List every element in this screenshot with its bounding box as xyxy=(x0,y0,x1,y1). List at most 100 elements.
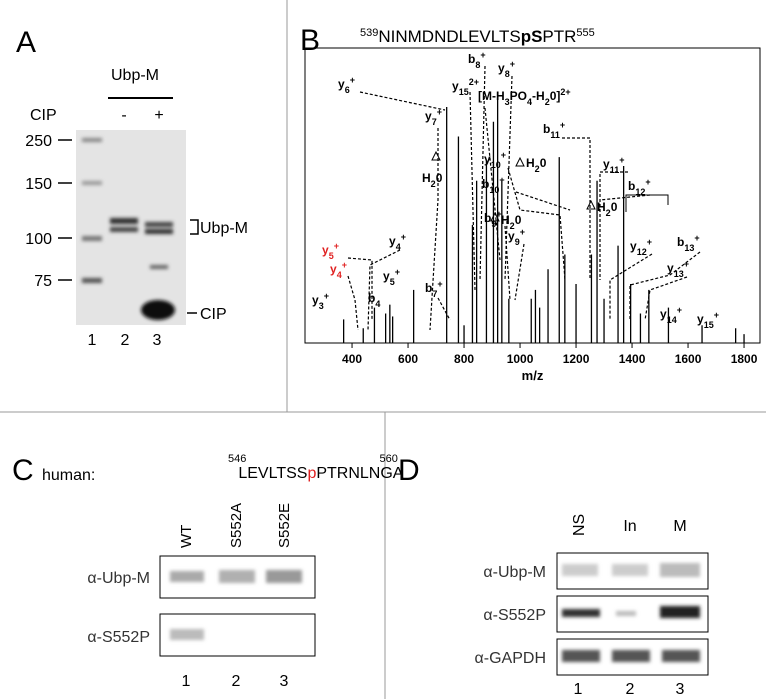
ion-part: 0 xyxy=(540,156,547,170)
panel-label: D xyxy=(398,454,420,487)
treatment: + xyxy=(154,107,163,124)
blot-bands xyxy=(562,563,700,662)
ion-part: + xyxy=(480,50,485,60)
ion-part: b xyxy=(482,177,489,191)
ion-label: y4+ xyxy=(330,260,347,280)
marker-label: 150 xyxy=(25,176,52,193)
ion-part: b xyxy=(484,211,491,225)
ion-label: y5+ xyxy=(322,241,339,261)
ion-label: H20 xyxy=(597,200,618,218)
plot-frame xyxy=(304,47,761,344)
ion-part: + xyxy=(334,241,339,251)
lane-number: 3 xyxy=(153,332,162,349)
ion-part: 12 xyxy=(637,247,647,257)
leader-lines xyxy=(347,65,701,331)
ion-label: b9+ xyxy=(484,209,502,229)
ion-part: H xyxy=(597,200,606,214)
ion-part: 2 xyxy=(545,97,550,107)
ion-part: 13 xyxy=(674,269,684,279)
ion-part: PO xyxy=(510,89,527,103)
ion-part: y xyxy=(603,157,610,171)
ion-part: + xyxy=(350,75,355,85)
sequence: PTR xyxy=(542,27,576,46)
ion-part: 2 xyxy=(431,179,436,189)
ion-label: y8+ xyxy=(498,59,515,79)
ion-part: 5 xyxy=(390,277,395,287)
ion-part: 8 xyxy=(475,60,480,70)
ion-label: y14+ xyxy=(660,305,682,325)
ion-part: y xyxy=(312,293,319,307)
ion-part: 0 xyxy=(611,200,618,214)
ion-part: 0] xyxy=(550,89,561,103)
ion-part: 11 xyxy=(550,130,560,140)
ion-part: 4 xyxy=(337,270,342,280)
ion-part: 3 xyxy=(319,301,324,311)
ion-label: y7+ xyxy=(425,107,442,127)
phospho-site: pS xyxy=(521,27,543,46)
ion-part: 10 xyxy=(491,160,501,170)
ion-part: + xyxy=(501,150,506,160)
ion-label: y12+ xyxy=(630,237,652,257)
ion-part: 12 xyxy=(635,187,645,197)
phospho-site: p xyxy=(307,465,316,482)
ion-part: 14 xyxy=(667,315,677,325)
x-tick-label: 1800 xyxy=(731,352,758,366)
ion-part: + xyxy=(324,291,329,301)
ion-part: y xyxy=(484,152,491,166)
lane-number: 1 xyxy=(574,681,583,698)
ion-part: + xyxy=(619,155,624,165)
ion-label: y3+ xyxy=(312,291,329,311)
ion-part: + xyxy=(437,107,442,117)
row-label: α-S552P xyxy=(483,607,546,624)
ion-part: y xyxy=(383,269,390,283)
ion-part: + xyxy=(520,227,525,237)
lane-number: 3 xyxy=(676,681,685,698)
ion-part: y xyxy=(322,243,329,257)
x-tick-label: 1000 xyxy=(507,352,534,366)
sequence: PTRNLNGA xyxy=(316,465,403,482)
panel-d: D NS In Mα-Ubp-M α-S552P α-GAPDH 1 2 3 xyxy=(398,454,709,698)
ion-part: y xyxy=(660,307,667,321)
ion-label: y4+ xyxy=(389,232,406,252)
ion-label: y6+ xyxy=(338,75,355,95)
ion-label: [M-H3PO4-H20]2+ xyxy=(478,87,571,107)
row-label: α-S552P xyxy=(87,629,150,646)
ion-part: y xyxy=(630,239,637,253)
residue-end: 555 xyxy=(576,27,594,39)
ion-part: 13 xyxy=(684,243,694,253)
blot-bands xyxy=(170,570,302,640)
ion-part: 15 xyxy=(704,320,714,330)
ion-part: y xyxy=(697,312,704,326)
panel-label: C xyxy=(12,454,34,487)
ion-part: 0 xyxy=(515,213,522,227)
ion-part: 7 xyxy=(432,289,437,299)
lane-number: 1 xyxy=(182,673,191,690)
lane-header: In xyxy=(623,518,636,535)
ion-part: b xyxy=(628,179,635,193)
panel-label: A xyxy=(16,26,36,59)
ion-part: b xyxy=(368,291,375,305)
ion-part: y xyxy=(330,262,337,276)
ion-part: H xyxy=(501,213,510,227)
ion-part: y xyxy=(389,234,396,248)
peptide: 539NINMDNDLEVLTSpSPTR555 xyxy=(360,27,595,46)
row-label: α-GAPDH xyxy=(475,650,546,667)
ion-part: + xyxy=(645,177,650,187)
ion-label: b8+ xyxy=(468,50,486,70)
ion-part: 11 xyxy=(610,165,620,175)
species: human: xyxy=(42,467,95,484)
ion-part: 6 xyxy=(345,85,350,95)
ion-part: + xyxy=(510,59,515,69)
sequence: NINMDNDLEVLTS xyxy=(378,27,520,46)
x-tick-label: 400 xyxy=(342,352,362,366)
bracket xyxy=(190,219,199,235)
gel-bands xyxy=(82,138,175,320)
ion-part: + xyxy=(496,209,501,219)
ion-part: b xyxy=(677,235,684,249)
residue-start: 546 xyxy=(228,453,246,465)
ion-part: + xyxy=(677,305,682,315)
ion-label: y10+ xyxy=(484,150,506,170)
lane-number: 2 xyxy=(232,673,241,690)
panel-b: B 539NINMDNDLEVLTSpSPTR555 400 600 800 1000… xyxy=(300,24,761,383)
row-label: α-Ubp-M xyxy=(483,564,546,581)
